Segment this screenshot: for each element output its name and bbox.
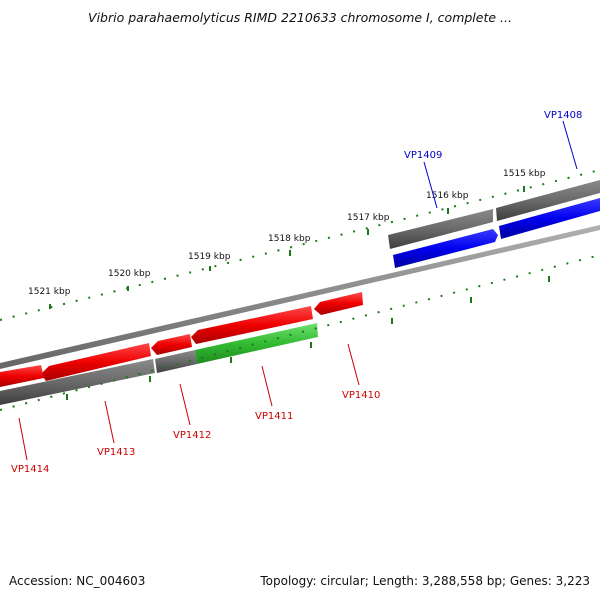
gene-arrow-vp1412[interactable] (151, 334, 192, 355)
ruler-label-1519: 1519 kbp (188, 252, 231, 262)
map-title: Vibrio parahaemolyticus RIMD 2210633 chr… (88, 10, 512, 25)
gene-label-vp1413[interactable]: VP1413 (97, 447, 135, 458)
ruler-label-1515: 1515 kbp (503, 169, 546, 179)
leader-vp1413 (104, 400, 115, 444)
forward-gene-track (388, 180, 600, 249)
gene-label-vp1409[interactable]: VP1409 (404, 150, 442, 161)
gene-arrow-vp1411[interactable] (191, 306, 313, 344)
ruler-label-1517: 1517 kbp (347, 213, 390, 223)
ruler-label-1520: 1520 kbp (108, 269, 151, 279)
leader-vp1411 (261, 365, 273, 407)
gene-arrow-vp1413[interactable] (41, 343, 151, 381)
ruler-label-1516: 1516 kbp (426, 191, 469, 201)
inner-major-ticks (66, 276, 550, 400)
ruler-label-1518: 1518 kbp (268, 234, 311, 244)
accession-text: Accession: NC_004603 (9, 574, 146, 588)
gene-label-vp1408[interactable]: VP1408 (544, 110, 582, 121)
reverse-genes[interactable] (0, 292, 363, 387)
ruler-label-1521: 1521 kbp (28, 287, 71, 297)
leader-vp1408 (562, 120, 578, 170)
gene-arrow-vp1410[interactable] (314, 292, 363, 315)
leader-vp1414 (18, 417, 28, 461)
gene-label-vp1412[interactable]: VP1412 (173, 430, 211, 441)
leader-vp1410 (347, 343, 360, 386)
gene-arrow-vp1409[interactable] (393, 229, 498, 268)
genome-summary-text: Topology: circular; Length: 3,288,558 bp… (260, 574, 590, 588)
outer-major-ticks (49, 186, 525, 309)
gene-label-vp1411[interactable]: VP1411 (255, 411, 293, 422)
gene-label-vp1414[interactable]: VP1414 (11, 464, 49, 475)
highlighted-gene-vp1411[interactable] (195, 323, 318, 364)
backbone-strand (0, 225, 600, 369)
forward-genes[interactable] (393, 198, 600, 268)
leader-vp1412 (179, 383, 191, 426)
gene-arrow-vp1408[interactable] (499, 198, 600, 239)
gene-label-vp1410[interactable]: VP1410 (342, 390, 380, 401)
gene-arrow-vp1414[interactable] (0, 365, 44, 387)
leader-vp1409 (423, 161, 438, 209)
